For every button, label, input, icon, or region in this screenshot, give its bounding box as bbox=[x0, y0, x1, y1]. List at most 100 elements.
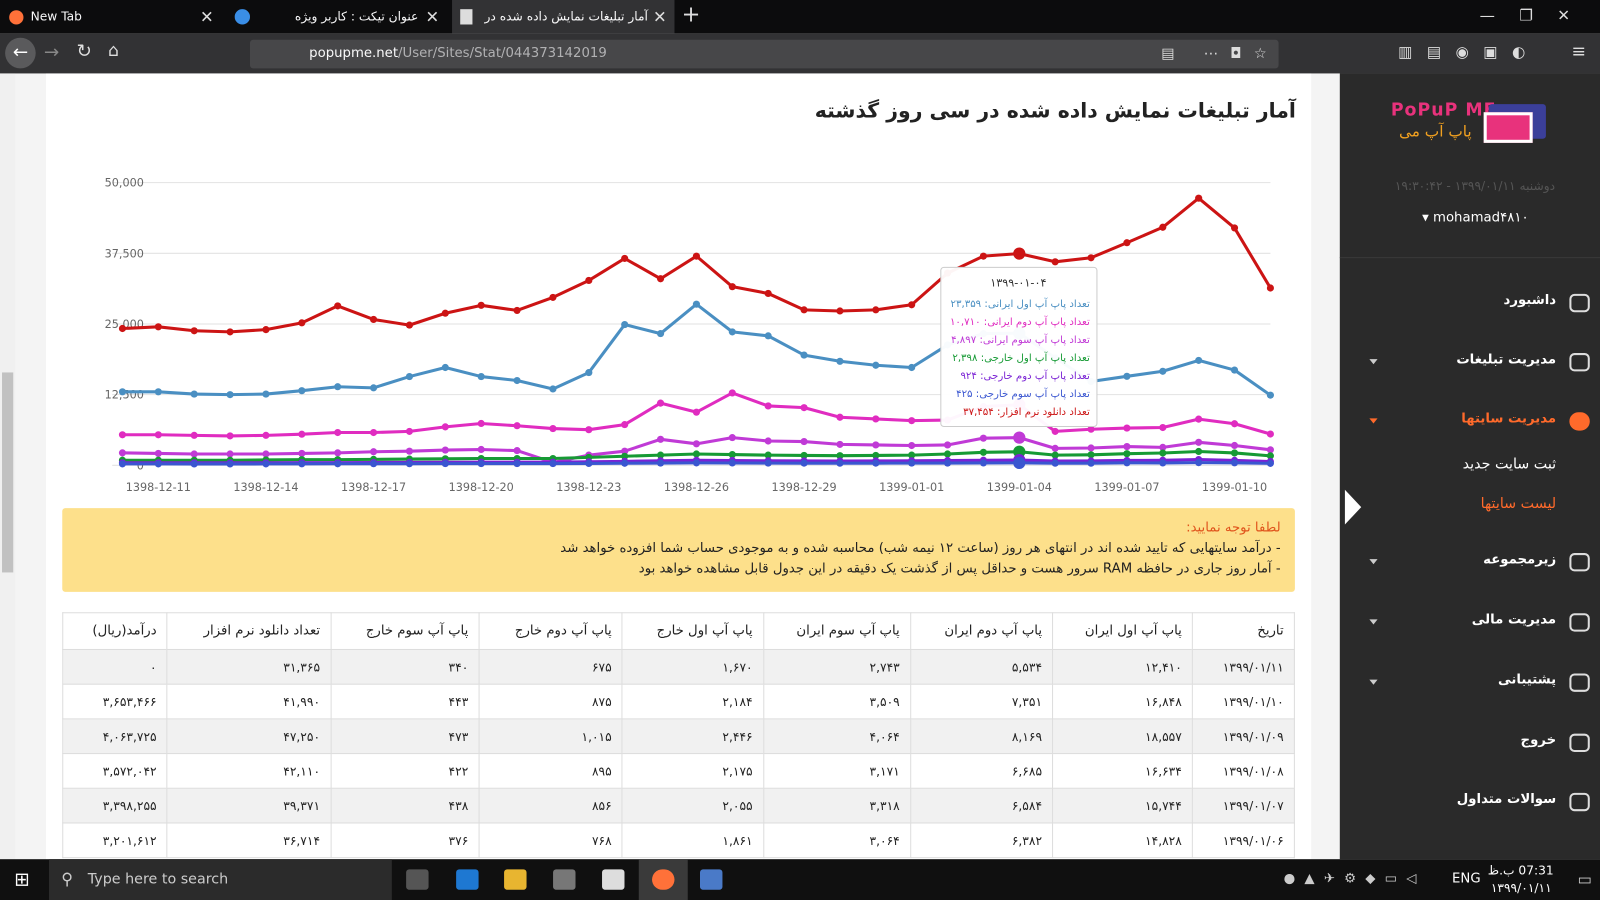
forward-button[interactable]: → bbox=[43, 41, 60, 64]
scroll-thumb[interactable] bbox=[2, 372, 14, 573]
table-cell: ۱۶,۸۴۸ bbox=[1052, 683, 1194, 720]
data-point bbox=[118, 324, 127, 333]
table-cell: ۴۷۳ bbox=[330, 718, 480, 755]
tooltip-line: تعداد پاپ آپ سوم ایرانی: ۴,۸۹۷ bbox=[951, 333, 1090, 346]
menu-item[interactable]: مدیریت مالی bbox=[1471, 612, 1557, 628]
data-point bbox=[872, 361, 880, 369]
app-icon[interactable] bbox=[700, 869, 723, 890]
menu-item[interactable]: زیرمجموعه bbox=[1483, 552, 1557, 568]
data-point bbox=[441, 423, 449, 431]
column-header: پاپ آپ اول ایران bbox=[1052, 612, 1194, 651]
menu-item[interactable]: ثبت سایت جدید bbox=[1462, 456, 1557, 473]
x-tick-label: 1398-12-20 bbox=[449, 481, 514, 494]
search-box[interactable]: Type here to search bbox=[48, 859, 392, 900]
window-controls[interactable]: — ❐ ✕ bbox=[1479, 6, 1571, 25]
column-header: پاپ آپ سوم خارج bbox=[330, 612, 480, 651]
menu-item[interactable]: مدیریت تبلیغات bbox=[1456, 352, 1557, 368]
data-point bbox=[405, 460, 414, 468]
data-point bbox=[334, 449, 342, 457]
data-point bbox=[549, 293, 557, 301]
data-point bbox=[872, 306, 880, 314]
table-cell: ۲,۷۴۳ bbox=[762, 648, 911, 685]
column-header: درآمد(ریال) bbox=[62, 612, 168, 651]
menu-icon bbox=[1569, 613, 1590, 632]
data-point bbox=[692, 252, 701, 260]
menu-item[interactable]: داشبورد bbox=[1503, 292, 1557, 309]
notifications[interactable]: ▭ bbox=[1577, 870, 1593, 889]
column-header: پاپ آپ دوم خارج bbox=[478, 612, 623, 651]
close-tab[interactable]: ✕ bbox=[653, 7, 667, 27]
language[interactable]: ENG bbox=[1452, 871, 1481, 887]
menu-item[interactable]: لیست سایتها bbox=[1480, 495, 1557, 513]
table-cell: ۳,۵۰۹ bbox=[762, 683, 911, 720]
data-point bbox=[262, 326, 270, 334]
mail-icon[interactable] bbox=[602, 869, 625, 890]
table-cell: ۳۹,۳۷۱ bbox=[166, 787, 332, 824]
menu-item[interactable]: سوالات متداول bbox=[1456, 791, 1557, 808]
task-view[interactable] bbox=[406, 869, 429, 890]
edge-icon[interactable] bbox=[456, 869, 479, 890]
reload-button[interactable]: ↻ bbox=[76, 40, 92, 63]
menu-item[interactable]: خروج bbox=[1520, 732, 1557, 748]
data-point bbox=[836, 440, 844, 448]
tab[interactable]: New Tab bbox=[30, 9, 82, 24]
data-point bbox=[1230, 459, 1239, 467]
table-cell: ۱۳۹۹/۰۱/۱۰ bbox=[1192, 683, 1295, 720]
back-button[interactable]: ← bbox=[5, 37, 36, 69]
close-tab[interactable]: ✕ bbox=[200, 7, 214, 27]
menu-item[interactable]: مدیریت سایتها bbox=[1461, 411, 1557, 427]
data-point bbox=[441, 363, 449, 372]
data-point bbox=[1195, 356, 1203, 364]
firefox-icon[interactable] bbox=[652, 869, 675, 890]
table-cell: ۸۹۵ bbox=[478, 753, 623, 789]
start-button[interactable]: ⊞ bbox=[14, 869, 30, 891]
data-point bbox=[1159, 423, 1167, 432]
data-point bbox=[656, 275, 665, 283]
data-point bbox=[728, 434, 736, 442]
data-point bbox=[800, 437, 808, 446]
toolbar-icons[interactable]: ▥▤◉▣◐ bbox=[1397, 42, 1540, 62]
menu-item[interactable]: پشتیبانی bbox=[1498, 672, 1557, 688]
new-tab[interactable]: + bbox=[681, 2, 701, 28]
data-point bbox=[621, 254, 629, 262]
datetime: دوشنبه ۱۳۹۹/۰۱/۱۱ - ۱۹:۳۰:۴۲ bbox=[1394, 178, 1556, 193]
user-name[interactable]: ▾ mohamad۴۸۱۰ bbox=[1422, 210, 1529, 226]
data-point bbox=[800, 404, 808, 412]
home-button[interactable]: ⌂ bbox=[108, 40, 120, 62]
menu-button[interactable]: ≡ bbox=[1571, 41, 1586, 63]
url-bar[interactable]: popupme.net/User/Sites/Stat/044373142019 bbox=[250, 39, 1279, 69]
data-point bbox=[477, 372, 485, 381]
data-point bbox=[1123, 239, 1131, 247]
data-point bbox=[1266, 284, 1274, 292]
data-point bbox=[872, 415, 880, 423]
table-cell: ۴۱,۹۹۰ bbox=[166, 683, 332, 720]
close-tab[interactable]: ✕ bbox=[425, 7, 440, 27]
data-point bbox=[118, 449, 127, 457]
data-point bbox=[298, 449, 306, 458]
table-cell: ۵,۵۳۴ bbox=[909, 648, 1054, 685]
data-point bbox=[872, 441, 880, 449]
data-point bbox=[154, 449, 162, 458]
explorer-icon[interactable] bbox=[504, 869, 527, 890]
url-actions[interactable]: ▤ ⋯◘☆ bbox=[1161, 45, 1279, 63]
data-point bbox=[1051, 459, 1059, 467]
collapse-arrow[interactable] bbox=[1344, 489, 1362, 525]
data-point bbox=[908, 417, 916, 425]
menu-icon bbox=[1569, 293, 1590, 313]
data-point bbox=[943, 450, 952, 458]
table-cell: ۳,۰۶۴ bbox=[762, 822, 911, 859]
tab[interactable]: آمار تبلیغات نمایش داده شده در bbox=[484, 9, 648, 24]
tab[interactable]: عنوان تیکت : کاربر ویژه bbox=[294, 9, 419, 24]
data-point bbox=[477, 301, 485, 309]
tray-icons[interactable]: ●▲✈⚙◆▭◁ bbox=[1283, 871, 1426, 887]
data-point bbox=[190, 450, 198, 458]
x-tick-label: 1398-12-11 bbox=[126, 481, 191, 494]
data-point bbox=[1087, 254, 1095, 262]
store-icon[interactable] bbox=[553, 869, 576, 890]
menu-caret bbox=[1369, 418, 1378, 424]
data-point bbox=[405, 447, 414, 455]
data-point bbox=[764, 459, 772, 467]
data-point bbox=[800, 459, 808, 467]
data-point bbox=[764, 332, 772, 340]
